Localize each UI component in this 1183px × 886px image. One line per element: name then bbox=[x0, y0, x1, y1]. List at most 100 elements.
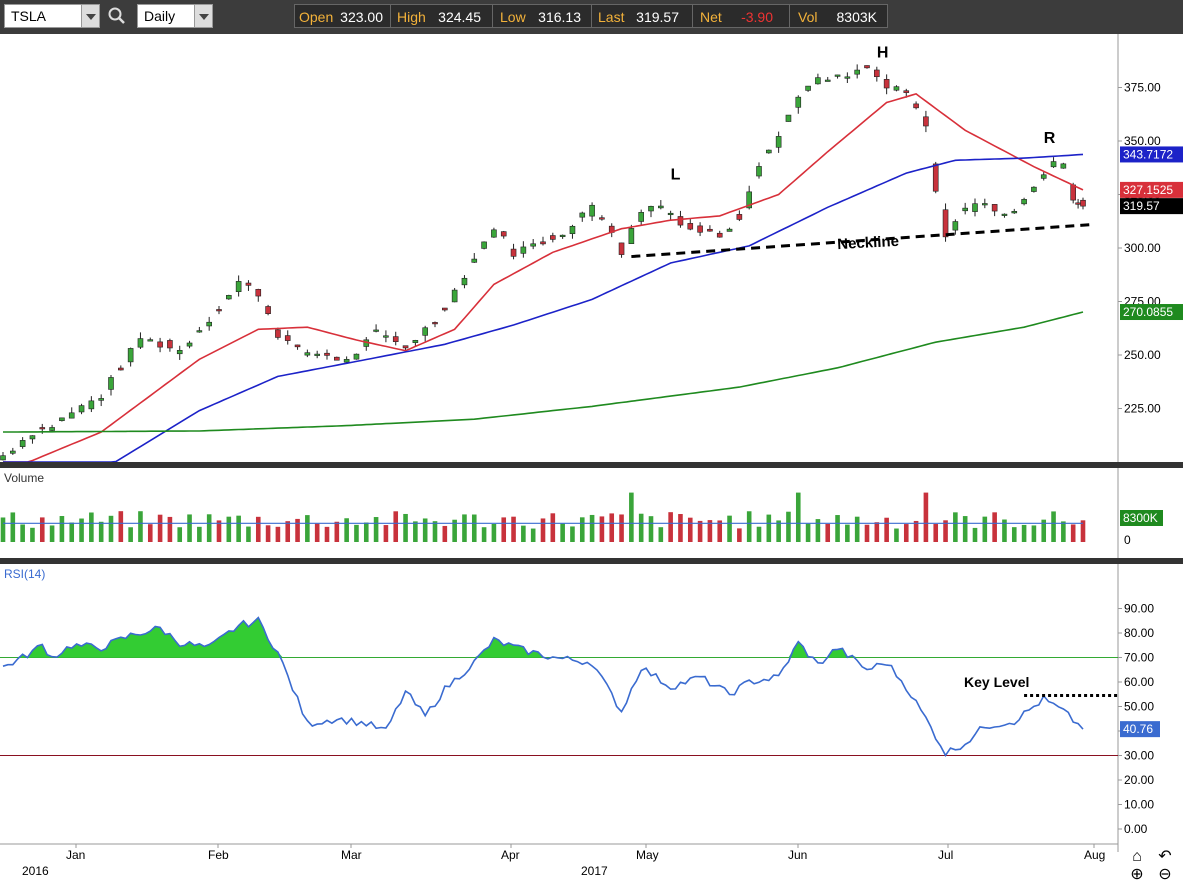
candle-body bbox=[176, 350, 183, 355]
candle-body bbox=[736, 214, 743, 220]
candle-body bbox=[216, 309, 222, 312]
volume-value-box bbox=[1120, 510, 1163, 526]
ma-value-box bbox=[1120, 146, 1183, 163]
volume-bar bbox=[854, 516, 860, 542]
candle bbox=[932, 161, 939, 194]
left-shoulder-label: L bbox=[671, 167, 681, 184]
volume-bar bbox=[118, 511, 124, 542]
candle bbox=[923, 110, 929, 133]
candle-body bbox=[206, 321, 212, 327]
candle-body bbox=[1080, 199, 1086, 207]
volume-bar bbox=[913, 520, 919, 542]
candle-body bbox=[59, 417, 65, 422]
volume-bar bbox=[864, 524, 870, 542]
volume-bar bbox=[943, 520, 948, 542]
candle bbox=[304, 349, 311, 358]
candle-body bbox=[530, 243, 536, 247]
home-icon[interactable]: ⌂ bbox=[1132, 848, 1142, 865]
candle-body bbox=[982, 203, 988, 206]
candle bbox=[982, 198, 988, 209]
rsi-line bbox=[2, 616, 1084, 757]
candle bbox=[608, 223, 615, 238]
candle-body bbox=[795, 96, 802, 108]
volume-bar bbox=[236, 515, 241, 542]
candle bbox=[834, 74, 841, 79]
volume-bar bbox=[756, 526, 762, 542]
candle-body bbox=[1011, 211, 1018, 214]
ma-value-label: 343.7172 bbox=[1123, 147, 1173, 161]
candle bbox=[245, 280, 252, 291]
price-tick-label: 250.00 bbox=[1124, 348, 1161, 362]
candle bbox=[176, 345, 183, 360]
volume-bar bbox=[658, 527, 664, 542]
volume-bar bbox=[687, 517, 693, 542]
volume-bar bbox=[579, 517, 585, 542]
undo-icon[interactable]: ↶ bbox=[1158, 848, 1172, 865]
candle-body bbox=[559, 234, 566, 237]
candle bbox=[491, 227, 497, 238]
open-label: Open bbox=[299, 9, 334, 25]
period-selector[interactable]: Daily bbox=[137, 4, 213, 28]
candle bbox=[775, 131, 782, 153]
rsi-label: RSI(14) bbox=[4, 567, 45, 581]
quote-bar: Open 323.00 High 324.45 Low 316.13 Last … bbox=[294, 4, 888, 28]
volume-bar bbox=[894, 528, 899, 542]
volume-bar bbox=[737, 528, 742, 542]
volume-bar bbox=[147, 524, 153, 542]
ma-line-2 bbox=[3, 153, 1084, 463]
month-label: Jan bbox=[66, 848, 85, 862]
ma-line-3 bbox=[3, 311, 1084, 433]
toolbar: TSLA Daily Open 323.00 High 324.45 Low 3… bbox=[0, 0, 1183, 34]
candle bbox=[785, 114, 792, 122]
candle bbox=[0, 452, 6, 461]
candle bbox=[687, 218, 694, 231]
rsi-panel: RSI(14)90.0080.0070.0060.0050.0040.0030.… bbox=[0, 567, 1160, 836]
candle-body bbox=[599, 217, 605, 220]
candle-body bbox=[451, 289, 458, 303]
candle-body bbox=[294, 344, 301, 348]
zoom-out-icon[interactable]: ⊖ bbox=[1158, 866, 1172, 883]
volume-bar bbox=[599, 516, 605, 542]
candle bbox=[383, 330, 389, 343]
candle bbox=[550, 232, 556, 243]
candle bbox=[432, 321, 438, 328]
candle-body bbox=[726, 228, 733, 232]
chart-area[interactable]: 375.00350.00325.00300.00275.00250.00225.… bbox=[0, 34, 1183, 886]
candle-body bbox=[510, 248, 517, 257]
candle-body bbox=[304, 352, 311, 356]
volume-bar bbox=[884, 517, 889, 542]
volume-bar bbox=[363, 522, 369, 542]
dropdown-arrow-icon[interactable] bbox=[81, 5, 99, 27]
ma-value-label: 327.1525 bbox=[1123, 183, 1173, 197]
candle-body bbox=[913, 103, 919, 109]
candle bbox=[883, 74, 890, 95]
candle bbox=[579, 211, 586, 222]
candle bbox=[334, 356, 340, 361]
candle bbox=[353, 353, 360, 360]
volume-bar bbox=[609, 513, 615, 542]
candle-body bbox=[952, 221, 959, 231]
candle-body bbox=[707, 228, 713, 232]
ma-value-label: 270.0855 bbox=[1123, 305, 1173, 319]
zoom-in-icon[interactable]: ⊕ bbox=[1130, 866, 1144, 883]
candle bbox=[697, 222, 703, 237]
dropdown-arrow-icon[interactable] bbox=[194, 5, 212, 27]
year-label: 2016 bbox=[22, 864, 49, 878]
month-label: Feb bbox=[208, 848, 229, 862]
volume-bar bbox=[334, 521, 340, 542]
candle-body bbox=[88, 400, 95, 410]
candle bbox=[991, 204, 998, 217]
candle bbox=[1011, 208, 1018, 214]
candle-body bbox=[874, 69, 880, 78]
month-label: May bbox=[636, 848, 659, 862]
candle-body bbox=[265, 306, 271, 314]
candle bbox=[402, 345, 409, 350]
candle bbox=[373, 324, 379, 333]
volume-bar bbox=[305, 515, 310, 542]
panel-divider bbox=[0, 558, 1183, 564]
search-icon[interactable] bbox=[107, 6, 127, 26]
symbol-selector[interactable]: TSLA bbox=[4, 4, 100, 28]
candle bbox=[216, 306, 222, 315]
candle-body bbox=[392, 336, 399, 342]
volume-bar bbox=[285, 521, 291, 542]
